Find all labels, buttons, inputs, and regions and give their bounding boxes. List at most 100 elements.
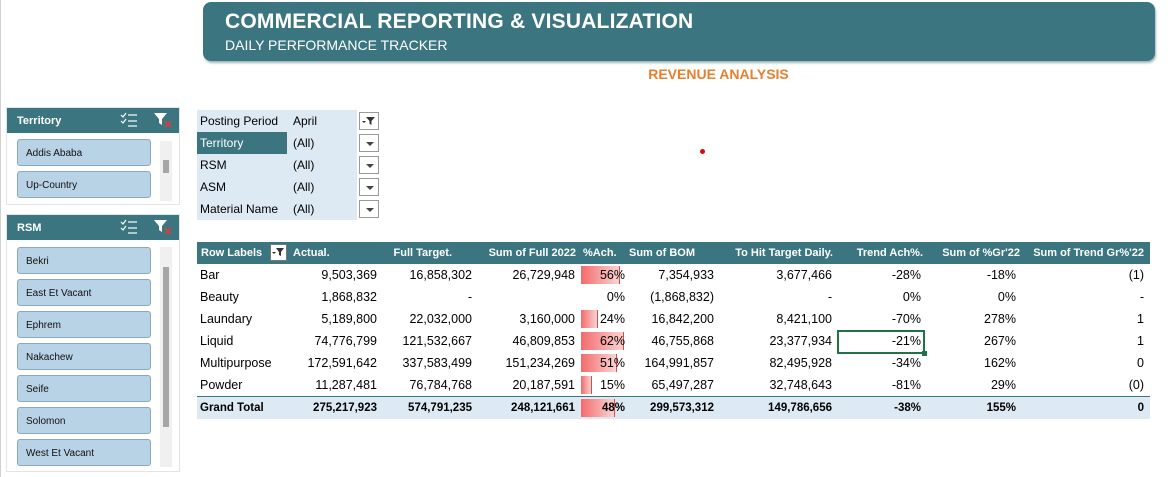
cell-label[interactable]: Beauty bbox=[200, 290, 239, 304]
cell-full-2022[interactable]: 248,121,661 bbox=[511, 402, 575, 414]
table-row: Laundary 5,189,800 22,032,000 3,160,000 24% 1… bbox=[197, 308, 1150, 330]
row-labels-filter-button[interactable] bbox=[270, 244, 287, 261]
cell-bom[interactable]: 7,354,933 bbox=[658, 268, 714, 282]
multi-select-icon[interactable] bbox=[119, 218, 139, 236]
cell-ach[interactable]: 24% bbox=[599, 312, 625, 326]
cell-trend-ach[interactable]: 0% bbox=[902, 290, 921, 304]
cell-label[interactable]: Powder bbox=[200, 378, 243, 392]
cell-full-target[interactable]: 121,532,667 bbox=[402, 334, 472, 348]
ach-data-bar bbox=[581, 310, 599, 328]
slicer-item-seife[interactable]: Seife bbox=[17, 375, 151, 402]
slicer-item-bekri[interactable]: Bekri bbox=[17, 247, 151, 274]
cell-full-target[interactable]: - bbox=[467, 290, 472, 304]
cell-gr22[interactable]: 162% bbox=[984, 356, 1016, 370]
cell-to-hit[interactable]: 82,495,928 bbox=[769, 356, 832, 370]
slicer-item-up-country[interactable]: Up-Country bbox=[17, 171, 151, 198]
cell-bom[interactable]: 164,991,857 bbox=[644, 356, 714, 370]
filter-dropdown-button[interactable] bbox=[359, 178, 379, 196]
cell-to-hit[interactable]: 149,786,656 bbox=[768, 402, 832, 414]
cell-label[interactable]: Grand Total bbox=[200, 402, 264, 414]
cell-ach[interactable]: 15% bbox=[599, 378, 625, 392]
cell-actual[interactable]: 275,217,923 bbox=[313, 402, 377, 414]
cell-label[interactable]: Multipurpose bbox=[200, 356, 272, 370]
cell-full-target[interactable]: 76,784,768 bbox=[409, 378, 472, 392]
filter-dropdown-button[interactable] bbox=[359, 156, 379, 174]
cell-gr22[interactable]: 155% bbox=[986, 402, 1016, 414]
cell-gr22[interactable]: 29% bbox=[990, 378, 1016, 392]
slicer-scroll-thumb[interactable] bbox=[163, 267, 169, 427]
cell-ach[interactable]: 51% bbox=[599, 356, 625, 370]
filter-dropdown-button[interactable] bbox=[359, 134, 379, 152]
cell-trend-ach[interactable]: -38% bbox=[894, 402, 921, 414]
cell-full-2022[interactable]: 46,809,853 bbox=[512, 334, 575, 348]
cell-trend-ach[interactable]: -81% bbox=[891, 378, 921, 392]
cell-trend-gr[interactable]: 0 bbox=[1137, 402, 1144, 414]
cell-full-target[interactable]: 16,858,302 bbox=[409, 268, 472, 282]
slicer-item-ephrem[interactable]: Ephrem bbox=[17, 311, 151, 338]
cell-ach[interactable]: 62% bbox=[599, 334, 625, 348]
title-banner: COMMERCIAL REPORTING & VISUALIZATION DAI… bbox=[203, 2, 1155, 61]
cell-to-hit[interactable]: 23,377,934 bbox=[769, 334, 832, 348]
clear-filter-icon[interactable] bbox=[153, 111, 173, 129]
cell-full-target[interactable]: 337,583,499 bbox=[402, 356, 472, 370]
cell-actual[interactable]: 1,868,832 bbox=[321, 290, 377, 304]
filter-label: Material Name bbox=[197, 198, 287, 220]
slicer-item-solomon[interactable]: Solomon bbox=[17, 407, 151, 434]
filter-dropdown-button[interactable] bbox=[359, 200, 379, 218]
cell-trend-gr[interactable]: (1) bbox=[1128, 268, 1144, 282]
cell-trend-ach[interactable]: -70% bbox=[891, 312, 921, 326]
cell-actual[interactable]: 9,503,369 bbox=[321, 268, 377, 282]
cell-trend-ach[interactable]: -21% bbox=[891, 334, 921, 348]
cell-to-hit[interactable]: - bbox=[827, 290, 832, 304]
cell-label[interactable]: Laundary bbox=[200, 312, 253, 326]
cell-trend-ach[interactable]: -34% bbox=[891, 356, 921, 370]
cell-bom[interactable]: 65,497,287 bbox=[651, 378, 714, 392]
cell-gr22[interactable]: 278% bbox=[984, 312, 1016, 326]
pivot-header-row: Row Labels Actual. Full Target. Sum of F… bbox=[197, 242, 1150, 264]
cell-actual[interactable]: 74,776,799 bbox=[314, 334, 377, 348]
cell-to-hit[interactable]: 3,677,466 bbox=[776, 268, 832, 282]
cell-full-target[interactable]: 22,032,000 bbox=[409, 312, 472, 326]
cell-actual[interactable]: 172,591,642 bbox=[307, 356, 377, 370]
pivot-body: Bar 9,503,369 16,858,302 26,729,948 56% 7,354… bbox=[197, 264, 1150, 419]
cell-ach[interactable]: 48% bbox=[601, 402, 625, 414]
cell-gr22[interactable]: -18% bbox=[986, 268, 1016, 282]
multi-select-icon[interactable] bbox=[119, 111, 139, 129]
cell-bom[interactable]: (1,868,832) bbox=[650, 290, 714, 304]
cell-trend-gr[interactable]: (0) bbox=[1128, 378, 1144, 392]
cell-to-hit[interactable]: 8,421,100 bbox=[776, 312, 832, 326]
cell-ach[interactable]: 56% bbox=[599, 268, 625, 282]
cell-trend-ach[interactable]: -28% bbox=[891, 268, 921, 282]
cell-trend-gr[interactable]: 0 bbox=[1137, 356, 1144, 370]
cell-actual[interactable]: 5,189,800 bbox=[321, 312, 377, 326]
cell-to-hit[interactable]: 32,748,643 bbox=[769, 378, 832, 392]
cell-bom[interactable]: 16,842,200 bbox=[651, 312, 714, 326]
slicer-item-west-et-vacant[interactable]: West Et Vacant bbox=[17, 439, 151, 466]
cell-gr22[interactable]: 0% bbox=[997, 290, 1016, 304]
slicer-item-east-et-vacant[interactable]: East Et Vacant bbox=[17, 279, 151, 306]
slicer-scroll-thumb[interactable] bbox=[163, 160, 169, 173]
cell-actual[interactable]: 11,287,481 bbox=[315, 378, 377, 392]
cell-full-2022[interactable]: 26,729,948 bbox=[512, 268, 575, 282]
filter-applied-dropdown-button[interactable] bbox=[359, 112, 379, 130]
ach-data-bar bbox=[581, 266, 621, 284]
slicer-item-addis-ababa[interactable]: Addis Ababa bbox=[17, 139, 151, 166]
cell-full-2022[interactable]: 151,234,269 bbox=[505, 356, 575, 370]
cell-gr22[interactable]: 267% bbox=[984, 334, 1016, 348]
cell-label[interactable]: Bar bbox=[200, 268, 220, 282]
cell-trend-gr[interactable]: - bbox=[1139, 290, 1144, 304]
cell-full-2022[interactable]: 20,187,591 bbox=[512, 378, 575, 392]
cell-full-2022[interactable]: 3,160,000 bbox=[519, 312, 575, 326]
clear-filter-icon[interactable] bbox=[153, 218, 173, 236]
cell-full-target[interactable]: 574,791,235 bbox=[408, 402, 472, 414]
cell-ach[interactable]: 0% bbox=[606, 290, 625, 304]
grand-total-row: Grand Total 275,217,923 574,791,235 248,121… bbox=[197, 396, 1150, 419]
cell-bom[interactable]: 299,573,312 bbox=[650, 402, 714, 414]
cell-trend-gr[interactable]: 1 bbox=[1137, 334, 1144, 348]
filter-value: (All) bbox=[287, 176, 357, 198]
slicer-item-nakachew[interactable]: Nakachew bbox=[17, 343, 151, 370]
cell-trend-gr[interactable]: 1 bbox=[1137, 312, 1144, 326]
cell-bom[interactable]: 46,755,868 bbox=[651, 334, 714, 348]
window-border bbox=[0, 0, 1, 477]
cell-label[interactable]: Liquid bbox=[200, 334, 234, 348]
